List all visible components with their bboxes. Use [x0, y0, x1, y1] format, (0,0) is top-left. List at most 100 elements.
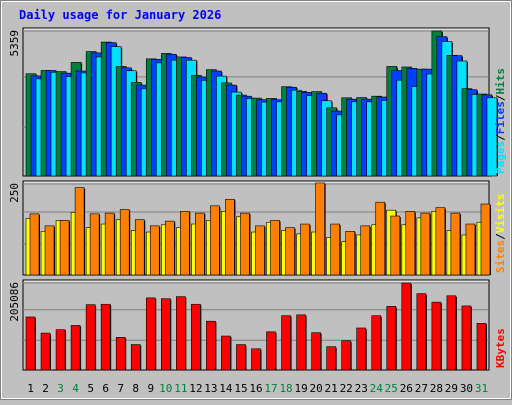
bar-kbytes-day-12 [191, 303, 201, 371]
bar-kbytes-day-29 [446, 295, 457, 371]
legend-separator: / [494, 94, 507, 101]
bar-sites-day-5 [89, 213, 100, 276]
bar-sites-day-21 [330, 223, 340, 276]
day-label-16: 16 [249, 382, 262, 395]
day-label-8: 8 [132, 382, 139, 395]
bar-kbytes-day-11 [176, 296, 186, 371]
bar-sites-day-20 [315, 182, 325, 276]
day-label-4: 4 [72, 382, 79, 395]
bar-kbytes-day-7 [115, 337, 126, 371]
day-label-10: 10 [159, 382, 172, 395]
day-label-20: 20 [310, 382, 323, 395]
day-label-18: 18 [279, 382, 292, 395]
bar-sites-day-22 [345, 231, 355, 276]
bar-kbytes-day-23 [356, 327, 367, 371]
outer-border-light [1, 1, 511, 399]
bar-sites-day-18 [285, 227, 295, 276]
legend-separator: / [494, 233, 507, 240]
bar-sites-day-15 [240, 212, 250, 276]
legend-hits-files-pages: Pages/Files/Hits [494, 68, 507, 174]
bar-kbytes-day-9 [145, 297, 156, 371]
bar-sites-day-19 [300, 223, 310, 276]
bar-sites-day-10 [164, 220, 175, 276]
bar-kbytes-day-6 [100, 303, 111, 371]
bar-kbytes-day-27 [416, 293, 427, 371]
bar-kbytes-day-18 [281, 315, 291, 371]
day-label-22: 22 [340, 382, 353, 395]
bar-kbytes-day-17 [266, 331, 276, 371]
day-label-24: 24 [370, 382, 384, 395]
day-label-6: 6 [102, 382, 109, 395]
legend-separator: / [494, 134, 507, 141]
bar-sites-day-16 [255, 225, 265, 276]
day-label-25: 25 [385, 382, 398, 395]
day-label-30: 30 [460, 382, 473, 395]
legend-kbytes: KBytes [494, 328, 507, 368]
day-label-14: 14 [219, 382, 233, 395]
panel-visits-sites: 250 Sites/Visits [8, 180, 507, 276]
day-label-5: 5 [87, 382, 94, 395]
bar-kbytes-day-2 [40, 332, 51, 371]
day-label-31: 31 [475, 382, 488, 395]
legend-visits: Visits [494, 194, 507, 234]
bar-sites-day-24 [375, 201, 386, 276]
bar-kbytes-day-31 [476, 323, 487, 371]
bar-kbytes-day-30 [461, 305, 472, 371]
bar-sites-day-31 [480, 203, 491, 276]
bar-sites-day-9 [149, 225, 160, 276]
bar-sites-day-23 [360, 225, 371, 276]
bar-sites-day-13 [210, 205, 220, 276]
day-label-23: 23 [355, 382, 368, 395]
chart-title: Daily usage for January 2026 [19, 8, 221, 22]
bar-kbytes-day-8 [130, 344, 141, 371]
day-label-12: 12 [189, 382, 202, 395]
day-label-28: 28 [430, 382, 443, 395]
bar-kbytes-day-15 [236, 344, 246, 371]
bar-kbytes-day-25 [386, 306, 397, 371]
bar-kbytes-day-1 [25, 316, 36, 371]
panel-kbytes: 205086 KBytes [8, 279, 507, 371]
day-label-26: 26 [400, 382, 413, 395]
bar-sites-day-3 [59, 220, 70, 276]
bar-sites-day-6 [104, 212, 115, 276]
legend-pages: Pages [494, 141, 507, 174]
day-label-17: 17 [264, 382, 277, 395]
day-label-3: 3 [57, 382, 64, 395]
bar-kbytes-day-21 [326, 346, 336, 371]
bar-sites-day-28 [435, 207, 446, 276]
bar-sites-day-26 [405, 211, 416, 276]
panel-hits-files-pages: 5359 Pages/Files/Hits [8, 27, 507, 177]
bar-kbytes-day-19 [296, 314, 306, 371]
bar-sites-day-1 [29, 213, 40, 276]
legend-visits-sites: Sites/Visits [494, 194, 507, 274]
ymax-label-visits-sites: 250 [8, 183, 21, 203]
day-label-1: 1 [27, 382, 34, 395]
legend-kbytes: KBytes [494, 328, 507, 368]
bar-sites-day-27 [420, 212, 431, 276]
day-label-7: 7 [117, 382, 124, 395]
bar-sites-day-29 [450, 212, 461, 276]
day-label-19: 19 [294, 382, 307, 395]
bar-sites-day-7 [119, 209, 130, 276]
day-label-2: 2 [42, 382, 49, 395]
day-label-11: 11 [174, 382, 187, 395]
ymax-label-hits-files-pages: 5359 [8, 30, 21, 57]
bar-kbytes-day-13 [206, 320, 216, 371]
day-label-21: 21 [325, 382, 338, 395]
bar-sites-day-12 [195, 212, 205, 276]
bar-kbytes-day-16 [251, 348, 261, 371]
bar-kbytes-day-20 [311, 332, 321, 371]
bar-sites-day-2 [44, 225, 55, 276]
bar-kbytes-day-4 [70, 325, 81, 371]
legend-sites: Sites [494, 240, 507, 273]
day-label-27: 27 [415, 382, 428, 395]
bar-kbytes-day-10 [160, 298, 171, 371]
legend-hits: Hits [494, 68, 507, 95]
ymax-label-kbytes: 205086 [8, 282, 21, 322]
bar-kbytes-day-24 [371, 315, 382, 371]
bar-kbytes-day-28 [431, 301, 442, 371]
bar-sites-day-25 [390, 215, 401, 276]
bar-kbytes-day-14 [221, 335, 231, 371]
